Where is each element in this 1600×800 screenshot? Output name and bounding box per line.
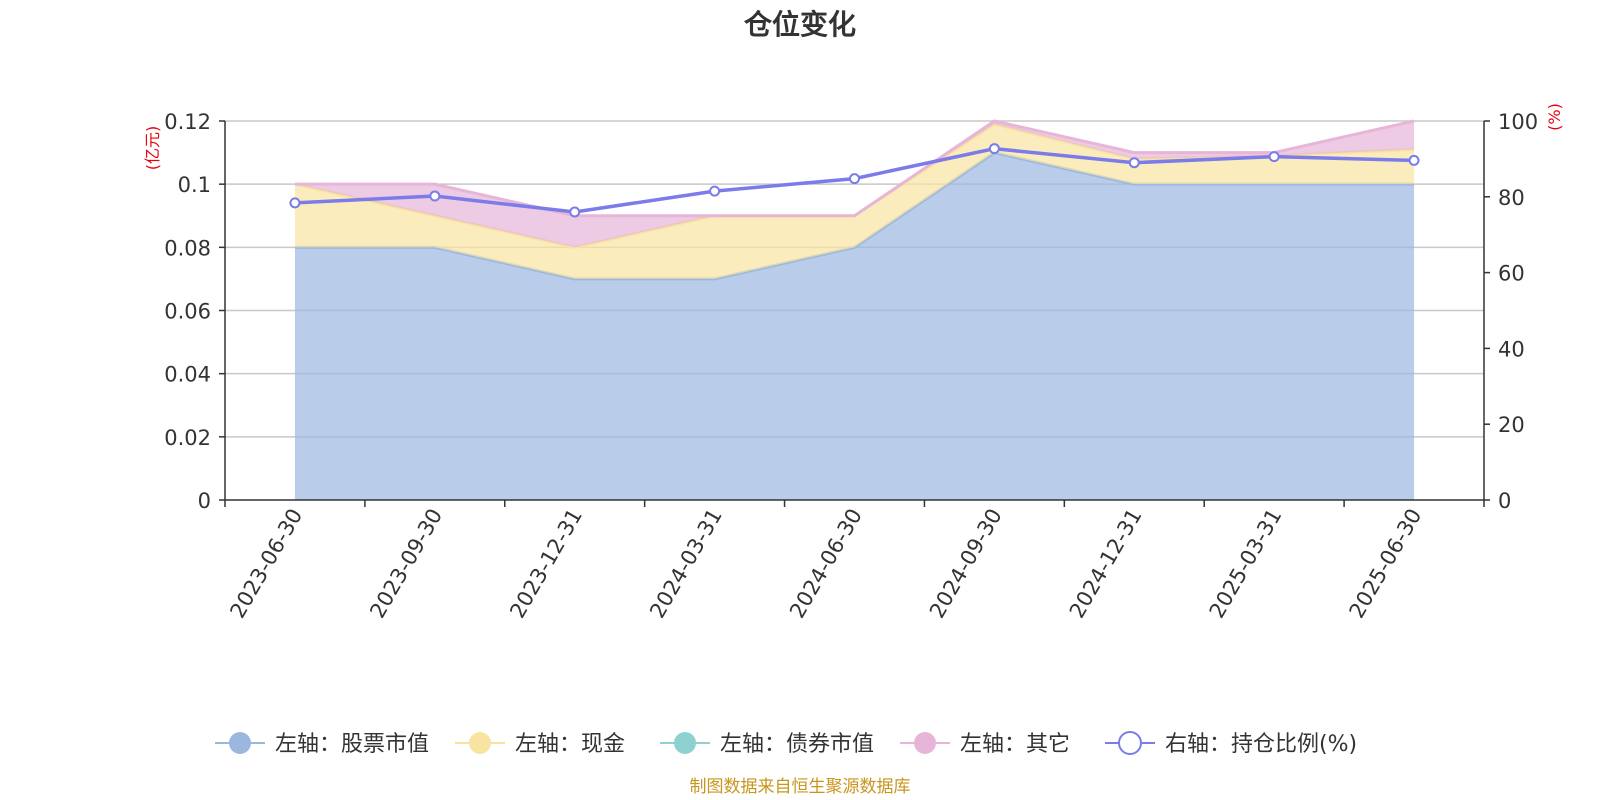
ratio-point [849,173,860,185]
left-tick-label: 0 [198,489,211,513]
ratio-point [289,197,301,209]
legend-item[interactable]: 左轴：现金 [455,732,625,757]
legend-item[interactable]: 右轴：持仓比例(%) [1105,731,1357,757]
x-tick-label: 2024-03-31 [645,505,727,623]
legend-label: 左轴：股票市值 [275,732,429,757]
legend-marker [1118,731,1142,755]
legend-label: 左轴：其它 [960,732,1070,757]
area-edge-左轴：其它 [294,119,1415,218]
x-axis-ticks: 2023-06-30 2023-09-30 2023-12-31 2024-03-31… [225,505,1426,623]
right-tick-label: 60 [1498,262,1525,286]
ratio-point [1128,157,1140,169]
legend-item[interactable]: 左轴：债券市值 [660,732,874,757]
left-axis-unit: (亿元) [143,126,162,171]
x-tick-label: 2023-06-30 [225,505,307,623]
area-左轴：股票市值 [294,152,1415,501]
x-tick-label: 2023-12-31 [505,505,587,623]
left-axis-ticks: 0 0.02 0.04 0.06 0.08 0.1 0.12 [164,110,225,513]
x-tick-label: 2024-09-30 [925,505,1007,623]
legend-item[interactable]: 左轴：其它 [900,732,1070,757]
x-tick-label: 2023-09-30 [365,505,447,623]
legend: 左轴：股票市值 左轴：现金 左轴：债券市值 左轴：其它 右轴：持仓比例(%) [215,731,1357,757]
ratio-point [429,190,441,202]
ratio-point [1268,151,1280,163]
x-tick-label: 2024-06-30 [785,505,867,623]
left-tick-label: 0.02 [164,426,211,450]
right-tick-label: 0 [1498,489,1511,513]
right-tick-label: 100 [1498,110,1538,134]
legend-label: 左轴：债券市值 [720,732,874,757]
legend-marker [469,732,491,754]
ratio-point [709,185,721,197]
x-tick-label: 2024-12-31 [1065,505,1147,623]
legend-label: 左轴：现金 [515,732,625,757]
ratio-point [569,206,581,218]
left-tick-label: 0.12 [164,110,211,134]
legend-marker [674,732,696,754]
left-tick-label: 0.04 [164,363,211,387]
ratio-point [988,143,1000,155]
left-tick-label: 0.06 [164,300,211,324]
source-note: 制图数据来自恒生聚源数据库 [690,777,911,797]
right-tick-label: 40 [1498,337,1525,361]
legend-label: 右轴：持仓比例(%) [1165,732,1357,757]
legend-marker [914,732,936,754]
right-tick-label: 80 [1498,186,1525,210]
x-tick-label: 2025-03-31 [1205,505,1287,623]
right-tick-label: 20 [1498,413,1525,437]
chart-title: 仓位变化 [744,8,856,41]
left-tick-label: 0.08 [164,236,211,260]
right-axis-unit: (%) [1545,103,1564,131]
right-axis-ticks: 0 20 40 60 80 100 [1484,110,1538,513]
x-tick-label: 2025-06-30 [1345,505,1427,623]
legend-marker [229,732,251,754]
left-tick-label: 0.1 [178,173,211,197]
ratio-point [1408,154,1420,166]
legend-item[interactable]: 左轴：股票市值 [215,732,429,757]
ratio-line [289,143,1420,218]
